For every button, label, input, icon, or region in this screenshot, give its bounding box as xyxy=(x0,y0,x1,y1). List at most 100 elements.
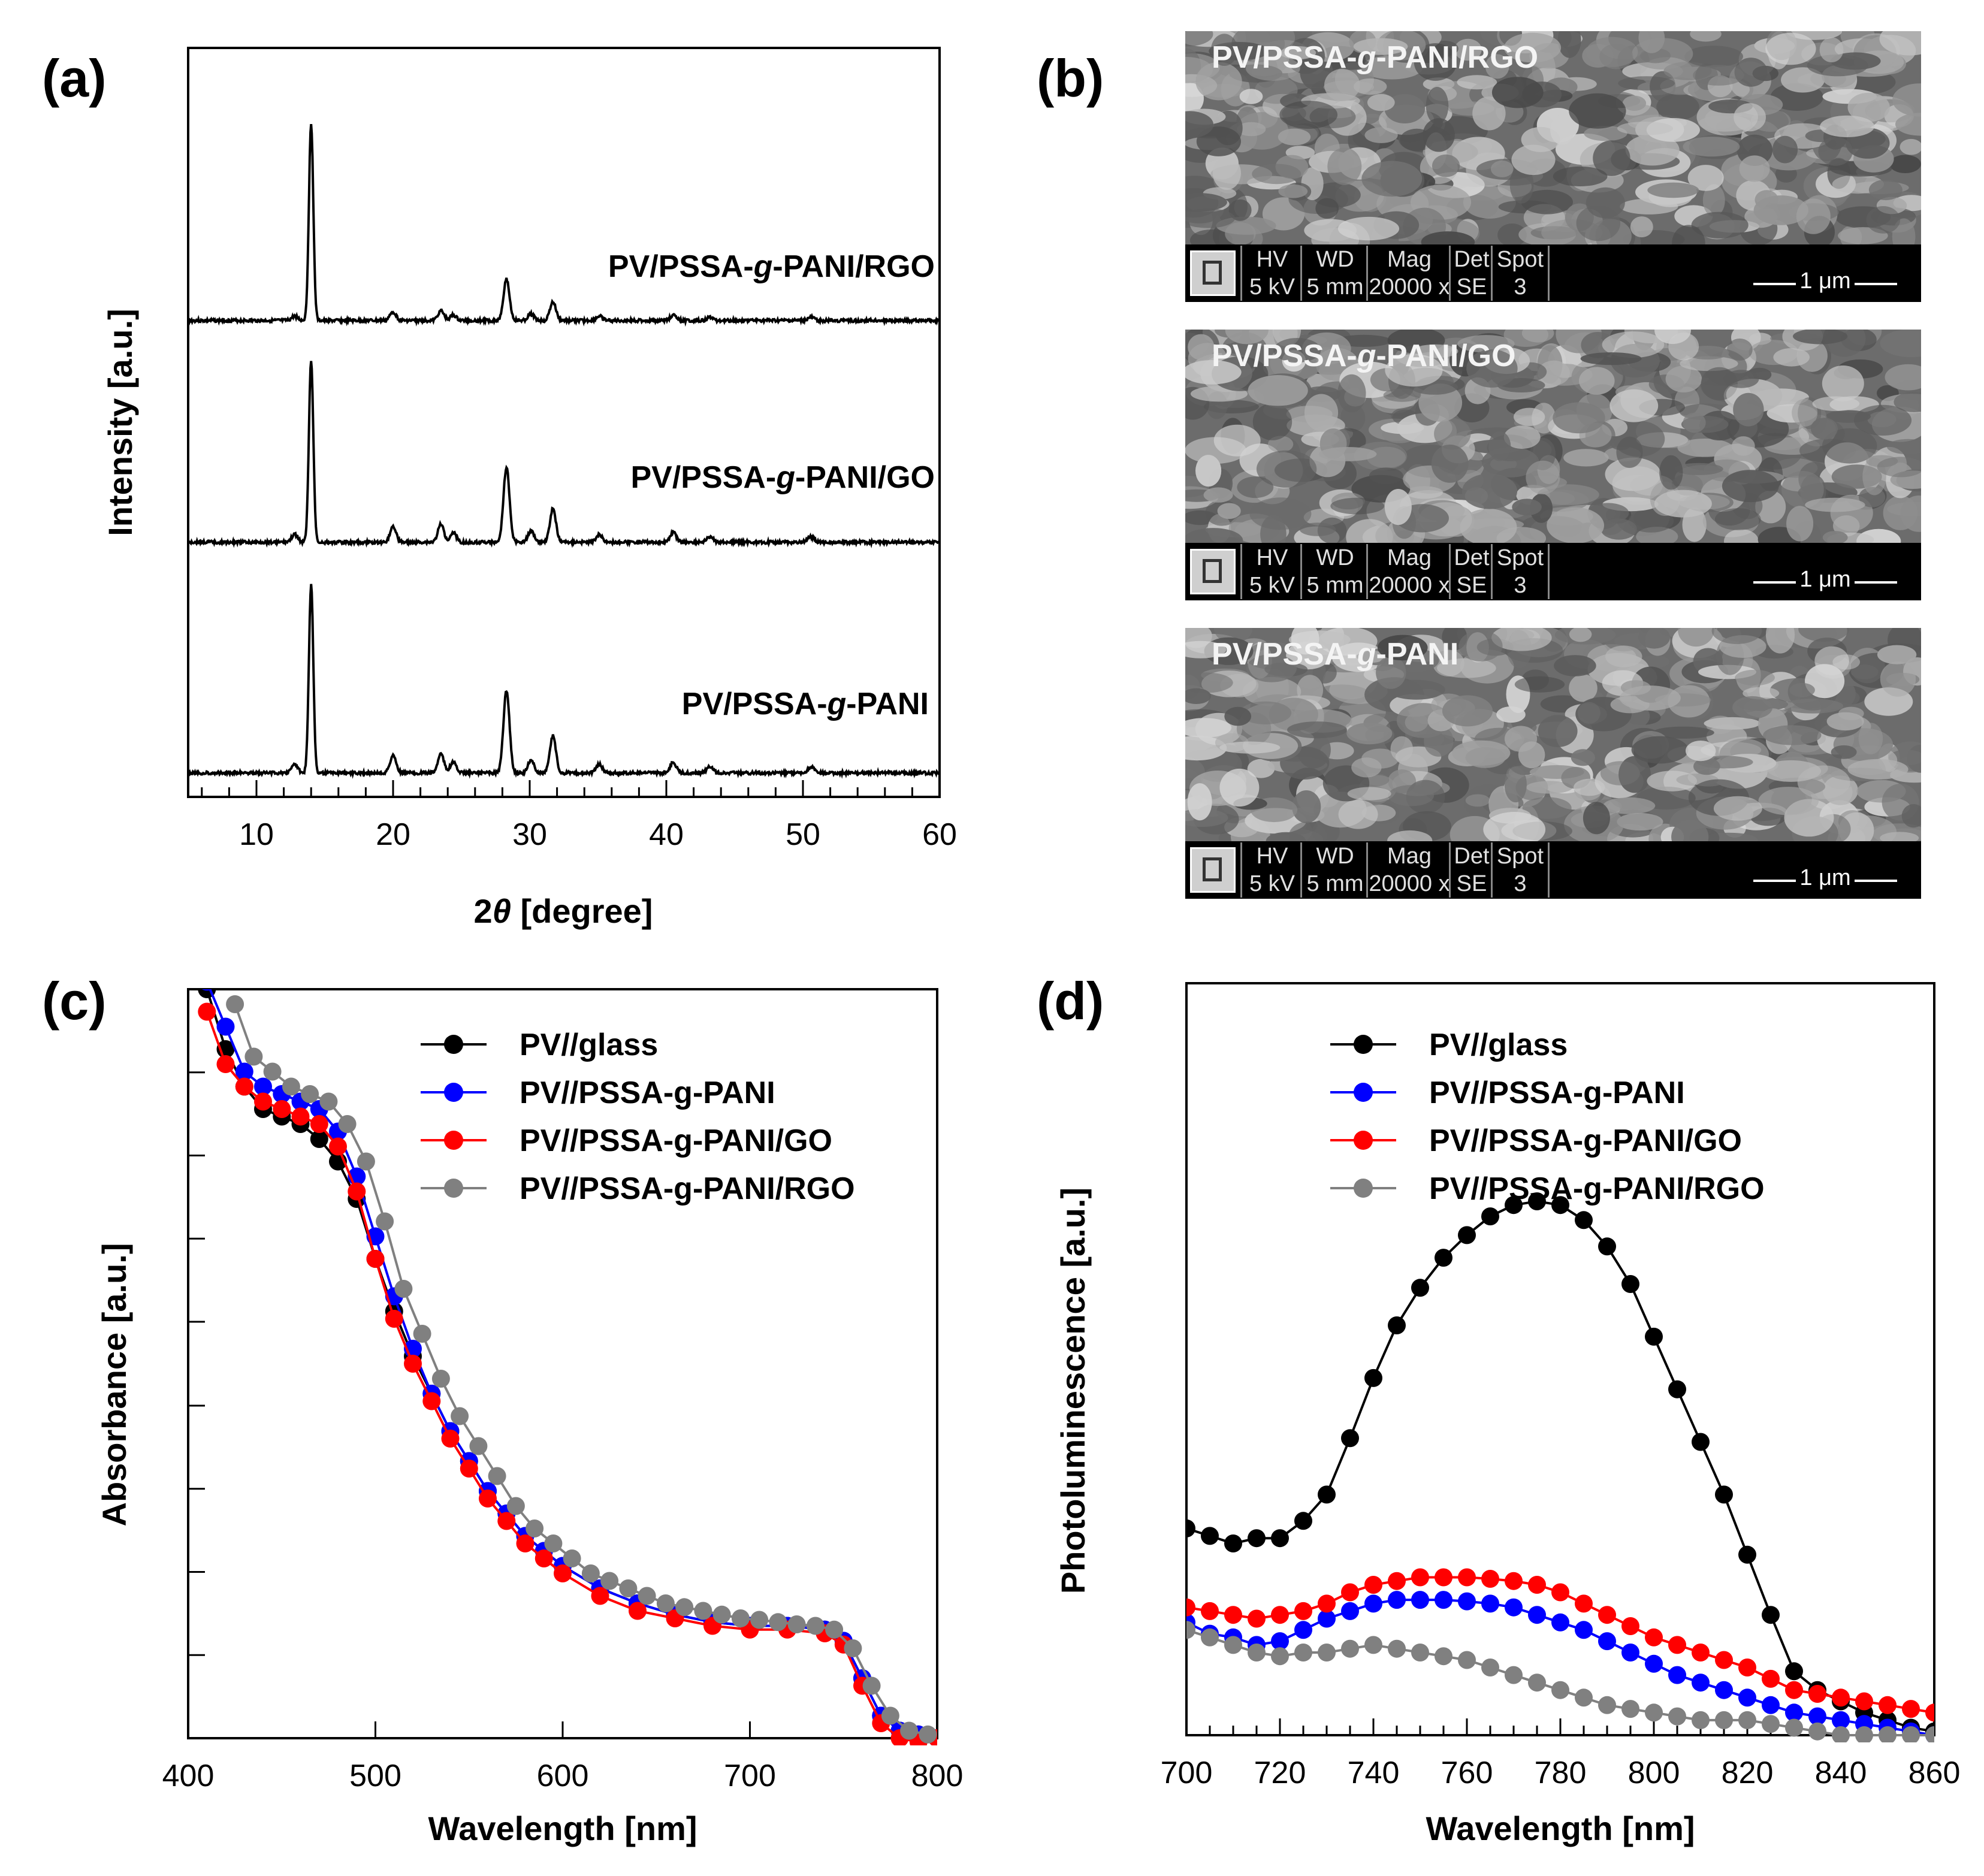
sem-image-rgo: PV/PSSA-g-PANI/RGO HV 5 kV WD 5 mm Mag 2000… xyxy=(1185,31,1921,302)
pl-point xyxy=(1248,1644,1266,1661)
sem-grain xyxy=(1338,800,1378,829)
sem-grain xyxy=(1390,736,1414,762)
sem-grain xyxy=(1654,330,1691,345)
sem-grain xyxy=(1638,31,1665,53)
sem-grain xyxy=(1246,55,1300,81)
sem-grain xyxy=(1497,223,1527,244)
pl-point xyxy=(1411,1591,1429,1609)
abs-x-axis-label: Wavelength [nm] xyxy=(428,1809,697,1847)
sem-grain xyxy=(1354,78,1387,95)
sem-grain xyxy=(1385,354,1443,387)
sem-grain xyxy=(1483,812,1546,841)
pl-point xyxy=(1505,1572,1523,1590)
pl-point xyxy=(1201,1527,1219,1545)
sem-grain xyxy=(1735,669,1775,686)
pl-point xyxy=(1645,1327,1663,1346)
pl-point xyxy=(1294,1512,1312,1530)
abs-point xyxy=(844,1639,862,1657)
sem-grain xyxy=(1278,128,1311,146)
sem-grain xyxy=(1553,402,1605,434)
pl-point xyxy=(1248,1609,1266,1628)
pl-point xyxy=(1294,1602,1312,1620)
sem-grain xyxy=(1376,656,1406,689)
pl-point xyxy=(1201,1602,1219,1620)
pl-point xyxy=(1318,1609,1336,1628)
sem-grain xyxy=(1491,628,1552,651)
sem-grain xyxy=(1672,225,1705,244)
xrd-x-tick-label: 10 xyxy=(239,817,274,852)
pl-point xyxy=(1364,1369,1382,1387)
sem-grain xyxy=(1763,725,1822,745)
pl-point xyxy=(1551,1681,1569,1699)
sem-grain xyxy=(1678,628,1714,647)
sem-scale-bar: 1 μm xyxy=(1753,567,1897,597)
abs-point xyxy=(534,1549,553,1567)
abs-point xyxy=(431,1370,450,1388)
abs-point xyxy=(244,1047,263,1066)
pl-point xyxy=(1435,1647,1452,1666)
sem-grain xyxy=(1553,166,1608,186)
sem-title: PV/PSSA-g-PANI/GO xyxy=(1212,339,1516,373)
pl-point xyxy=(1271,1632,1289,1651)
sem-grain xyxy=(1357,650,1386,663)
pl-point xyxy=(1715,1485,1733,1504)
sem-grain xyxy=(1503,425,1541,449)
sem-grain xyxy=(1807,54,1868,77)
sem-grain xyxy=(1246,654,1297,682)
sem-grain xyxy=(1680,356,1738,371)
sem-grain xyxy=(1384,489,1412,525)
abs-point xyxy=(235,1062,253,1081)
pl-point xyxy=(1318,1485,1336,1504)
sem-grain xyxy=(1711,628,1762,644)
sem-grain xyxy=(1521,126,1560,152)
sem-grain xyxy=(1282,105,1306,122)
pl-point xyxy=(1762,1715,1780,1733)
sem-grain xyxy=(1631,736,1689,764)
pl-point xyxy=(1248,1529,1266,1548)
sem-grain xyxy=(1225,330,1269,345)
sem-grain xyxy=(1454,38,1482,61)
abs-x-tick-label: 700 xyxy=(724,1759,776,1793)
pl-point xyxy=(1271,1606,1289,1624)
sem-grain xyxy=(1866,206,1901,234)
sem-grain xyxy=(1247,759,1275,778)
pl-x-tick-label: 740 xyxy=(1348,1756,1400,1790)
pl-point xyxy=(1785,1662,1803,1681)
pl-point xyxy=(1598,1632,1616,1651)
sem-grain xyxy=(1818,137,1853,166)
pl-point xyxy=(1738,1688,1756,1707)
sem-grain xyxy=(1437,658,1496,678)
sem-grain xyxy=(1796,198,1831,234)
sem-grain xyxy=(1195,62,1242,101)
pl-point xyxy=(1785,1681,1803,1699)
abs-point xyxy=(366,1250,385,1268)
pl-point xyxy=(1505,1598,1523,1617)
panel-label-b: (b) xyxy=(1037,49,1104,108)
abs-point xyxy=(506,1497,525,1515)
sem-grain xyxy=(1868,179,1903,201)
sem-grain xyxy=(1683,137,1740,157)
abs-point xyxy=(235,1077,253,1096)
pl-point xyxy=(1668,1380,1686,1398)
sem-grain xyxy=(1734,103,1766,132)
sem-grain xyxy=(1686,741,1716,762)
sem-grain xyxy=(1693,757,1720,775)
abs-legend-marker xyxy=(444,1179,463,1198)
abs-point xyxy=(600,1572,619,1590)
pl-point xyxy=(1528,1192,1546,1210)
xrd-x-tick-label: 60 xyxy=(922,817,957,852)
xrd-x-tick-label: 30 xyxy=(512,817,547,852)
sem-grain xyxy=(1521,189,1573,215)
pl-point xyxy=(1762,1696,1780,1714)
sem-grain xyxy=(1659,455,1683,490)
abs-point xyxy=(712,1605,731,1624)
sem-col-wd: WD 5 mm xyxy=(1300,246,1368,301)
abs-point xyxy=(862,1676,881,1695)
abs-legend-label: PV//PSSA-g-PANI xyxy=(520,1076,775,1110)
sem-col-wd: WD 5 mm xyxy=(1300,544,1368,599)
pl-point xyxy=(1481,1659,1499,1676)
sem-image-go: PV/PSSA-g-PANI/GO HV 5 kV WD 5 mm Mag 20000… xyxy=(1185,330,1921,600)
sem-tool-icon xyxy=(1190,250,1236,296)
sem-grain xyxy=(1797,765,1850,799)
sem-grain xyxy=(1781,471,1824,509)
